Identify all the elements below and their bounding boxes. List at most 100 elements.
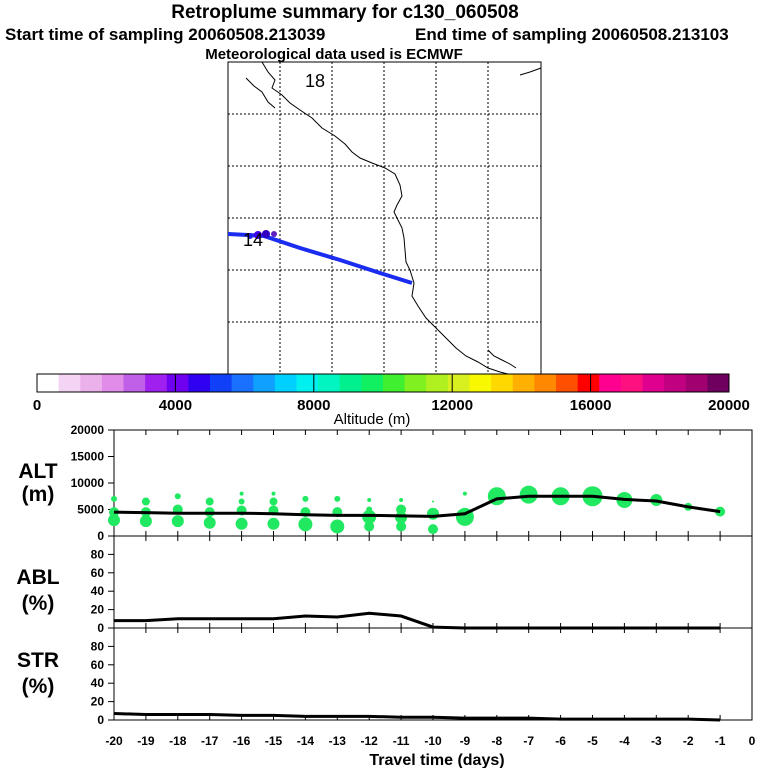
y-tick-label: 10000 (71, 476, 105, 490)
x-tick-label: -15 (265, 734, 283, 748)
x-tick-label: -6 (555, 734, 566, 748)
colorbar-cell (642, 374, 665, 392)
x-tick-label: -8 (491, 734, 502, 748)
colorbar-cell (58, 374, 81, 392)
altitude-point (462, 491, 467, 496)
altitude-point (235, 517, 248, 530)
panel-ylabel-unit: (m) (22, 483, 55, 506)
colorbar-tick-label: 16000 (570, 397, 612, 414)
altitude-point (427, 507, 439, 520)
colorbar-label: Altitude (m) (334, 411, 411, 428)
colorbar-cell (707, 374, 730, 392)
colorbar-cell (166, 374, 189, 392)
x-tick-label: -14 (297, 734, 315, 748)
y-tick-label: 0 (97, 713, 104, 727)
colorbar-cell (274, 374, 297, 392)
y-tick-label: 40 (91, 676, 105, 690)
y-tick-label: 20000 (71, 423, 105, 437)
altitude-point (399, 497, 404, 502)
x-tick-label: -1 (715, 734, 726, 748)
coastline-north (519, 67, 542, 76)
colorbar-cell (101, 374, 124, 392)
altitude-point (428, 524, 438, 535)
chart-title: Retroplume summary for c130_060508 (171, 2, 519, 23)
altitude-point (203, 516, 216, 529)
panel-frame (113, 535, 753, 629)
altitude-point (239, 491, 244, 496)
colorbar-cell (361, 374, 384, 392)
altitude-point (334, 495, 341, 502)
colorbar-cell (426, 374, 449, 392)
colorbar-cell (447, 374, 470, 392)
x-tick-label: -2 (683, 734, 694, 748)
panel-ylabel: ALT (18, 460, 57, 483)
colorbar-cell (145, 374, 168, 392)
altitude-point (362, 509, 377, 524)
altitude-point (367, 497, 372, 502)
y-tick-label: 0 (97, 529, 104, 543)
colorbar-cell (210, 374, 233, 392)
coastline-gulf (487, 349, 517, 369)
colorbar-cell (685, 374, 708, 392)
colorbar-cell (231, 374, 254, 392)
colorbar-tick-label: 20000 (708, 397, 750, 414)
colorbar-cell (123, 374, 146, 392)
colorbar-cell (534, 374, 557, 392)
altitude-point (238, 498, 245, 505)
y-tick-label: 80 (91, 547, 105, 561)
y-tick-label: 60 (91, 566, 105, 580)
colorbar-cell (188, 374, 211, 392)
x-tick-label: -12 (361, 734, 379, 748)
x-tick-label: -17 (201, 734, 219, 748)
x-tick-label: -19 (137, 734, 155, 748)
map-gridlines (228, 62, 541, 375)
y-tick-label: 15000 (71, 450, 105, 464)
met-data-label: Meteorological data used is ECMWF (205, 46, 463, 63)
colorbar-tick-label: 8000 (297, 397, 330, 414)
coastline (261, 61, 513, 376)
colorbar-cell (491, 374, 514, 392)
altitude-median-line (113, 494, 721, 518)
altitude-point (171, 515, 184, 528)
altitude-point (267, 517, 280, 530)
x-tick-label: -20 (105, 734, 123, 748)
x-tick-label: -4 (619, 734, 630, 748)
map-panel: 18 14 (227, 61, 542, 376)
x-tick-label: -3 (651, 734, 662, 748)
panel-frame (113, 627, 753, 721)
altitude-point (111, 495, 117, 502)
x-tick-label: -13 (329, 734, 347, 748)
altitude-point (108, 514, 120, 527)
panel-ylabel: STR (17, 649, 59, 672)
colorbar-cell (620, 374, 643, 392)
altitude-point (364, 521, 375, 532)
panel-ylabel-unit: (%) (22, 675, 55, 698)
colorbar-cell (512, 374, 535, 392)
colorbar-cell (339, 374, 362, 392)
abl-line (114, 611, 721, 630)
panel-ylabel: ABL (16, 566, 59, 589)
altitude-point (205, 497, 214, 506)
y-tick-label: 20 (91, 603, 105, 617)
altitude-point (271, 491, 276, 496)
colorbar-tick-label: 0 (33, 397, 41, 414)
altitude-point (330, 519, 345, 534)
y-tick-label: 20 (91, 695, 105, 709)
altitude-point (396, 521, 407, 532)
end-time-label: End time of sampling 20060508.213103 (415, 25, 729, 44)
colorbar-cell (556, 374, 579, 392)
colorbar-cell (80, 374, 103, 392)
y-tick-label: 40 (91, 584, 105, 598)
colorbar-cell (469, 374, 492, 392)
time-series-panels: 20000 15000 10000 5000 0 ALT(m) 80 60 40 20 0 ABL (%… (16, 423, 755, 768)
colorbar-tick-label: 12000 (431, 397, 473, 414)
x-tick-label: -9 (460, 734, 471, 748)
start-time-label: Start time of sampling 20060508.213039 (5, 25, 326, 44)
altitude-point (141, 497, 150, 506)
altitude-colorbar: 0 4000 8000 12000 16000 20000 Altitude (m) (33, 373, 750, 428)
colorbar-cell (577, 374, 600, 392)
panel-ylabel-unit: (%) (22, 592, 55, 615)
str-line (113, 712, 721, 722)
y-tick-label: 0 (97, 621, 104, 635)
y-tick-label: 60 (91, 658, 105, 672)
